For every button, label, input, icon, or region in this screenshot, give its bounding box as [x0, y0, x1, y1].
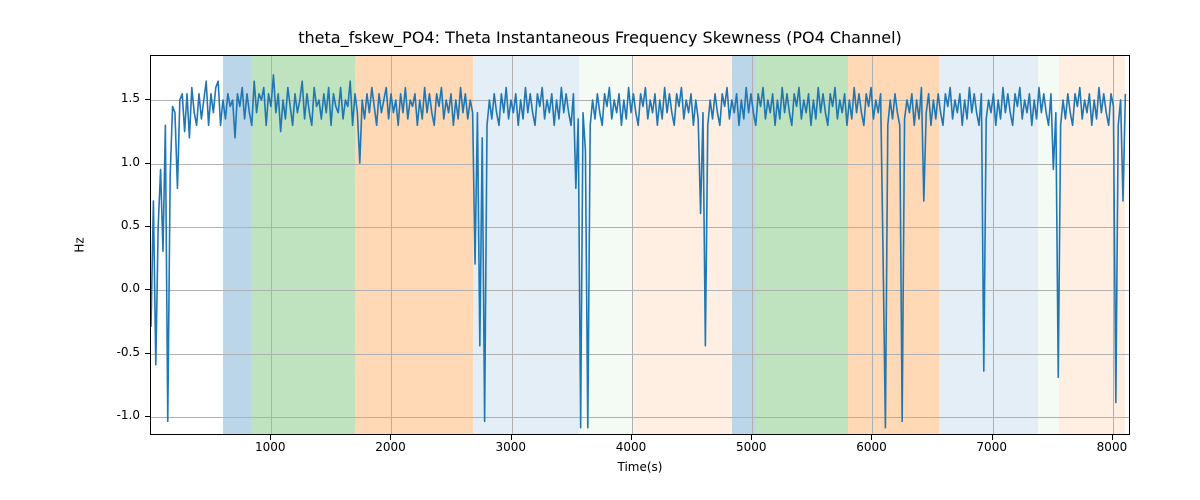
- xtick-label: 5000: [721, 440, 781, 454]
- ytick-label: 1.0: [100, 155, 140, 169]
- xtick-label: 7000: [962, 440, 1022, 454]
- line-series-layer: [151, 56, 1129, 434]
- xtick-label: 6000: [841, 440, 901, 454]
- xtick-label: 1000: [240, 440, 300, 454]
- xtick-label: 3000: [481, 440, 541, 454]
- xtick-label: 2000: [360, 440, 420, 454]
- ytick-mark: [145, 416, 150, 417]
- ytick-label: 0.5: [100, 218, 140, 232]
- figure: theta_fskew_PO4: Theta Instantaneous Fre…: [0, 0, 1200, 500]
- xtick-label: 4000: [601, 440, 661, 454]
- xtick-label: 8000: [1082, 440, 1142, 454]
- line-series: [151, 75, 1125, 428]
- ytick-label: -1.0: [100, 408, 140, 422]
- y-axis-label: Hz: [70, 55, 90, 435]
- ytick-label: 1.5: [100, 91, 140, 105]
- ytick-mark: [145, 163, 150, 164]
- ytick-label: 0.0: [100, 281, 140, 295]
- ytick-mark: [145, 289, 150, 290]
- chart-title: theta_fskew_PO4: Theta Instantaneous Fre…: [0, 28, 1200, 47]
- ytick-label: -0.5: [100, 345, 140, 359]
- x-axis-label: Time(s): [150, 460, 1130, 474]
- ytick-mark: [145, 226, 150, 227]
- ytick-mark: [145, 353, 150, 354]
- ytick-mark: [145, 99, 150, 100]
- plot-area: [150, 55, 1130, 435]
